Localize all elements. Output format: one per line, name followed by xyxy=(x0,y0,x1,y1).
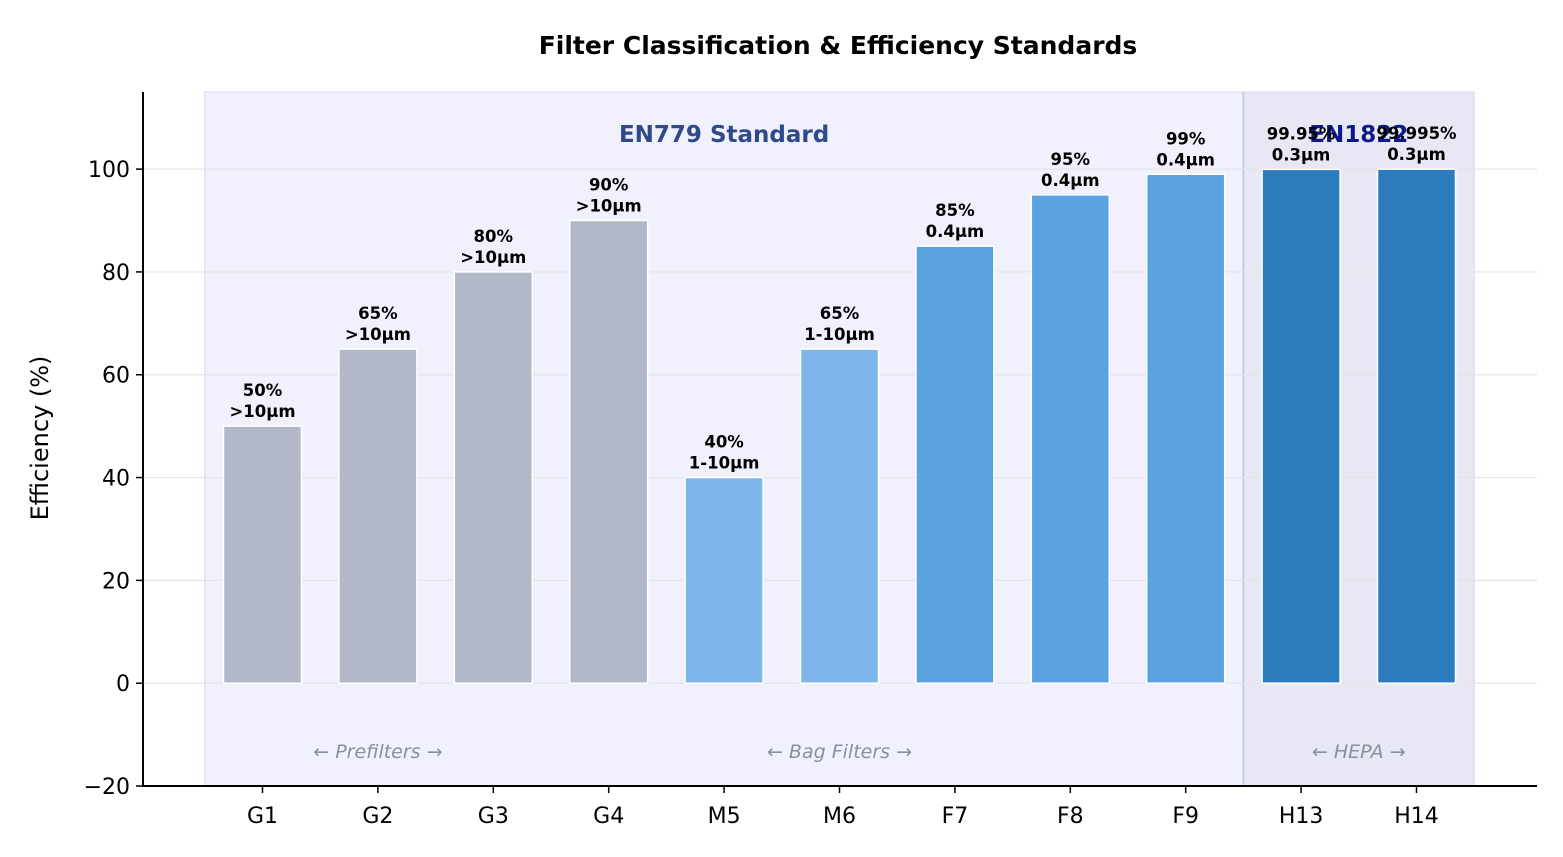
bar-value-label: 99% xyxy=(1166,129,1206,148)
x-tick-label: G3 xyxy=(478,804,509,829)
y-tick-label: 80 xyxy=(102,261,130,286)
bar-f8 xyxy=(1030,194,1111,684)
bar-value-label: 95% xyxy=(1051,150,1091,169)
x-tick-label: F7 xyxy=(942,804,969,829)
bar-g1 xyxy=(222,425,303,684)
bar-f7 xyxy=(915,245,995,684)
bar-g3 xyxy=(453,271,534,684)
bar-m5 xyxy=(684,476,764,684)
group-labels: ← Prefilters → ← Bag Filters → ← HEPA → xyxy=(313,741,1405,763)
x-tick-label: H13 xyxy=(1279,804,1324,829)
y-tick-label: 100 xyxy=(88,158,130,183)
bar-value-label: 65% xyxy=(358,304,398,323)
bar-f9 xyxy=(1145,173,1226,684)
bar-particle-label: >10µm xyxy=(460,248,526,267)
x-tick-label: G1 xyxy=(247,804,278,829)
bar-particle-label: 0.3µm xyxy=(1272,145,1331,164)
x-tick-label: F9 xyxy=(1172,804,1199,829)
group-label: ← Prefilters → xyxy=(313,741,442,763)
bar-value-label: 40% xyxy=(704,433,744,452)
y-tick-label: 40 xyxy=(102,467,130,492)
y-tick-label: 20 xyxy=(102,569,130,594)
bar-particle-label: >10µm xyxy=(576,197,642,216)
y-tick-label: 60 xyxy=(102,364,130,389)
x-tick-label: M5 xyxy=(708,804,741,829)
x-tick-label: G2 xyxy=(362,804,393,829)
bar-value-label: 65% xyxy=(820,304,860,323)
bar-particle-label: 0.4µm xyxy=(1041,171,1100,190)
bar-particle-label: 0.3µm xyxy=(1387,145,1446,164)
bar-h13 xyxy=(1261,168,1341,684)
bar-value-label: 50% xyxy=(243,381,283,400)
y-tick-labels: −20 0 20 40 60 80 100 xyxy=(84,158,130,800)
bars xyxy=(222,168,1457,684)
bar-labels: 50% >10µm 65% >10µm 80% >10µm 90% >10µm 40% 1-10µ… xyxy=(229,124,1457,472)
bar-particle-label: 0.4µm xyxy=(926,222,985,241)
axes xyxy=(136,92,1537,793)
chart-title: Filter Classification & Efficiency Stand… xyxy=(539,31,1138,60)
x-tick-label: M6 xyxy=(823,804,856,829)
group-label: ← HEPA → xyxy=(1312,741,1406,763)
bar-value-label: 90% xyxy=(589,176,629,195)
bar-particle-label: 0.4µm xyxy=(1156,150,1215,169)
region-label: EN1822 xyxy=(1309,122,1408,148)
x-tick-labels: G1 G2 G3 G4 M5 M6 F7 F8 F9 H13 H14 xyxy=(247,804,1439,829)
x-tick-label: H14 xyxy=(1394,804,1439,829)
bar-g2 xyxy=(338,348,418,684)
bar-particle-label: 1-10µm xyxy=(689,454,760,473)
bar-particle-label: >10µm xyxy=(229,402,295,421)
group-label: ← Bag Filters → xyxy=(767,741,912,763)
bar-particle-label: >10µm xyxy=(345,325,411,344)
y-tick-label: 0 xyxy=(116,672,130,697)
bar-value-label: 80% xyxy=(474,227,514,246)
bar-particle-label: 1-10µm xyxy=(804,325,875,344)
bar-value-label: 85% xyxy=(935,201,975,220)
y-tick-label: −20 xyxy=(84,775,130,800)
bar-value-label: 99.995% xyxy=(1376,124,1457,143)
y-axis-label: Efficiency (%) xyxy=(26,356,54,521)
bar-h14 xyxy=(1376,168,1457,684)
x-tick-label: F8 xyxy=(1057,804,1084,829)
bar-m6 xyxy=(799,348,880,684)
x-tick-label: G4 xyxy=(593,804,624,829)
bar-g4 xyxy=(568,219,649,684)
region-label: EN779 Standard xyxy=(619,122,829,148)
bar-value-label: 99.95% xyxy=(1267,124,1336,143)
